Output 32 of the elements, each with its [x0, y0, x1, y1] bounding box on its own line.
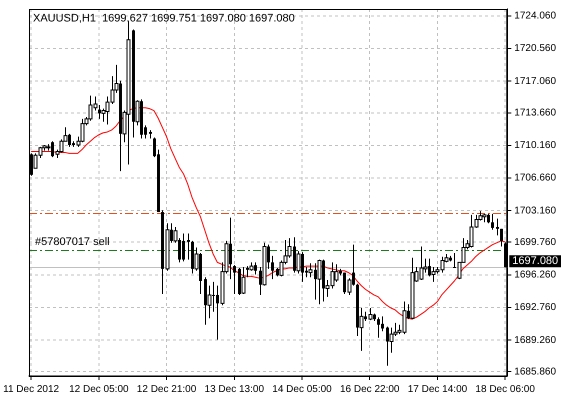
candlestick — [233, 264, 236, 295]
y-tick-label: 1685.860 — [514, 366, 556, 378]
candlestick — [377, 316, 380, 338]
ref-line-label: 1697.080 — [512, 255, 558, 268]
candlestick — [182, 232, 185, 262]
y-tick-label: 1724.060 — [514, 10, 556, 22]
candlestick — [187, 232, 190, 260]
y-tick-label: 1696.260 — [514, 270, 556, 281]
candlestick — [381, 316, 384, 332]
y-tick-label: 1689.260 — [514, 334, 556, 346]
x-tick-label: 17 Dec 14:00 — [408, 384, 468, 395]
x-tick-label: 18 Dec 06:00 — [475, 384, 536, 395]
chart-title: XAUUSD,H1 1699.627 1699.751 1697.080 1697.080 — [32, 12, 295, 25]
y-tick-label: 1703.160 — [514, 205, 556, 216]
y-tick-label: 1713.660 — [514, 108, 556, 119]
candlestick — [496, 218, 499, 236]
candlestick — [491, 213, 494, 230]
ref-line-label: #57807017 sell — [34, 236, 110, 248]
y-tick-label: 1692.760 — [514, 302, 556, 314]
x-tick-label: 13 Dec 13:00 — [204, 384, 264, 395]
candlestick — [500, 228, 503, 248]
y-tick-label: 1717.060 — [514, 76, 556, 87]
y-tick-label: 1706.660 — [514, 172, 556, 184]
x-tick-label: 14 Dec 05:00 — [272, 384, 332, 395]
x-tick-label: 11 Dec 2012 — [3, 384, 60, 395]
x-tick-label: 16 Dec 22:00 — [340, 384, 400, 395]
y-tick-label: 1720.560 — [514, 43, 556, 54]
y-tick-label: 1710.160 — [514, 140, 556, 152]
y-tick-label: 1699.760 — [514, 236, 556, 248]
x-tick-label: 12 Dec 05:00 — [69, 384, 130, 395]
candlestick — [271, 255, 274, 280]
x-tick-label: 12 Dec 21:00 — [136, 384, 197, 395]
